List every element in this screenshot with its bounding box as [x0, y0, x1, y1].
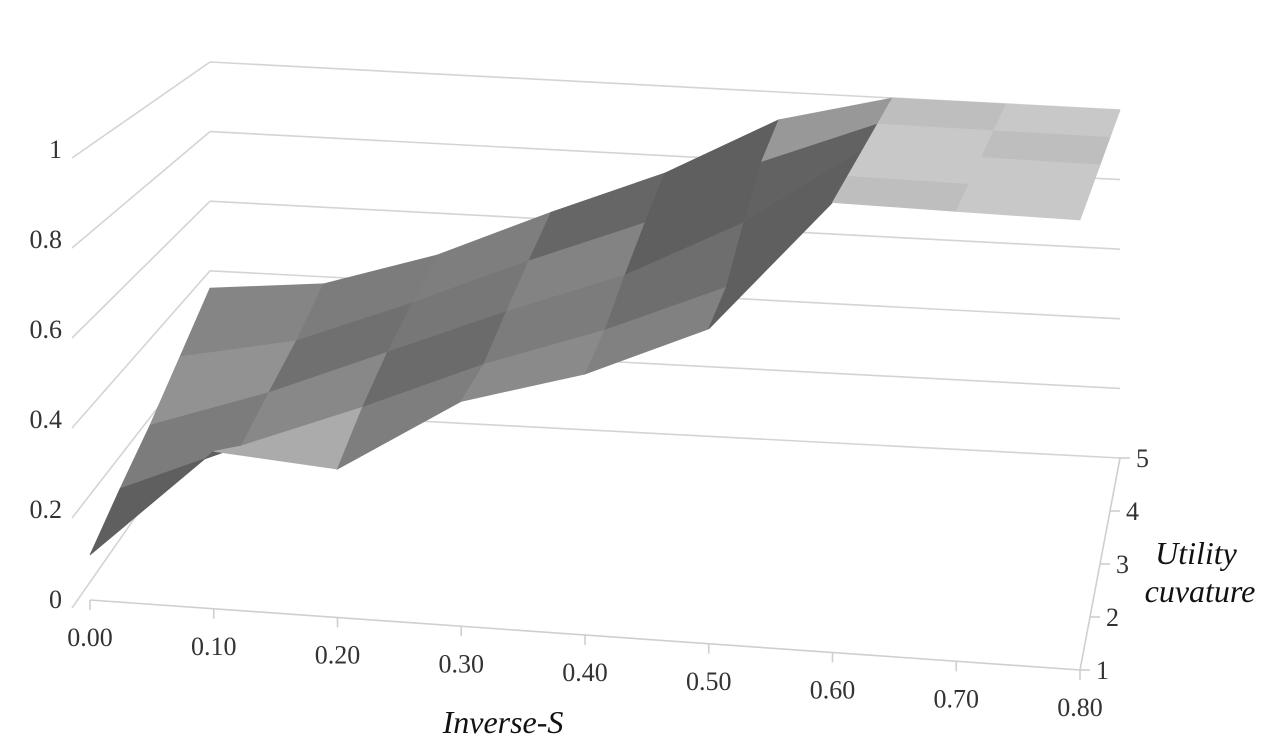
- side-wall-gridline: [71, 130, 211, 249]
- surface-plot: [89, 97, 1121, 556]
- x-tick-label: 0.50: [686, 667, 732, 696]
- axes: [89, 457, 1130, 680]
- side-wall-gridline: [71, 270, 211, 429]
- z-tick-label: 0.4: [30, 405, 63, 434]
- y-tick-label: 5: [1136, 444, 1149, 473]
- side-wall-gridline: [71, 61, 211, 159]
- y-tick-label: 1: [1096, 656, 1109, 685]
- y-axis-title-line-2: cuvature: [1145, 573, 1256, 609]
- x-tick-label: 0.60: [810, 676, 856, 705]
- z-tick-label: 0.2: [30, 495, 63, 524]
- x-tick-label: 0.10: [191, 632, 237, 661]
- surface-patch: [955, 183, 1091, 221]
- x-tick-label: 0.70: [934, 684, 980, 713]
- y-tick-label: 2: [1106, 603, 1119, 632]
- tick-labels: 0.00 0.10 0.20 0.30 0.40 0.50 0.60 0.70 0.801234…: [30, 135, 1150, 722]
- z-tick-label: 1: [49, 135, 62, 164]
- z-tick-label: 0.8: [30, 225, 63, 254]
- x-axis-title: Inverse-S: [442, 704, 564, 740]
- y-axis-title: Utility cuvature: [1145, 535, 1256, 609]
- y-tick-label: 3: [1116, 550, 1129, 579]
- x-tick-label: 0.20: [315, 641, 361, 670]
- side-wall-gridline: [71, 200, 211, 339]
- y-tick-label: 4: [1126, 497, 1139, 526]
- x-tick-label: 0.80: [1057, 693, 1103, 722]
- x-tick-label: 0.00: [67, 623, 113, 652]
- z-tick-label: 0.6: [30, 315, 63, 344]
- x-tick-label: 0.40: [562, 658, 608, 687]
- y-axis-title-line-1: Utility: [1155, 535, 1238, 571]
- x-tick-label: 0.30: [439, 649, 485, 678]
- z-tick-label: 0: [49, 585, 62, 614]
